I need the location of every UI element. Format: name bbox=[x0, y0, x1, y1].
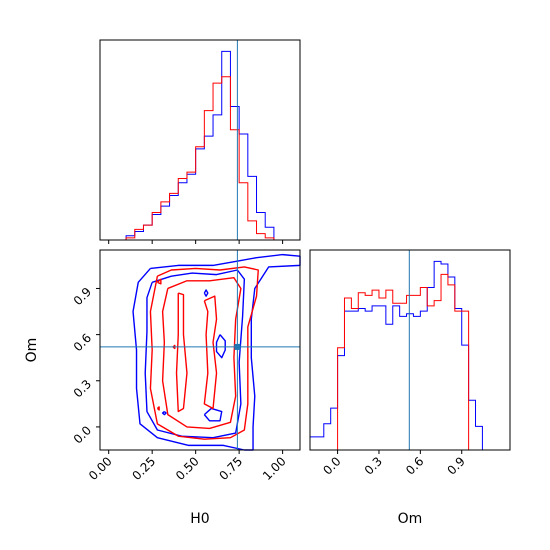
om-marginal-histogram: 0.0 0.3 0.6 0.9 bbox=[309, 250, 504, 478]
om-histogram-frame bbox=[309, 249, 511, 451]
contour-ytick-label-1: 0.3 bbox=[71, 377, 94, 400]
contour-series-0-level-1 bbox=[144, 269, 246, 439]
om-xtick-label-1: 0.3 bbox=[362, 454, 385, 477]
om-hist-series-1 bbox=[310, 273, 504, 451]
contour-xtick-label-2: 0.50 bbox=[173, 454, 202, 483]
contour-ytick-label-3: 0.9 bbox=[71, 285, 94, 308]
contour-series-1-level-3 bbox=[203, 295, 218, 410]
contour-ytick-label-2: 0.6 bbox=[71, 331, 94, 354]
h0-om-contour-panel: 0.00 0.25 0.50 0.75 1.00 0.0 0.3 0.6 0.9 bbox=[71, 250, 301, 483]
contour-series-0-level-4 bbox=[161, 411, 167, 416]
contour-series-0-level-0 bbox=[132, 253, 301, 451]
h0-hist-series-0 bbox=[108, 50, 283, 241]
om-xtick-label-2: 0.6 bbox=[403, 454, 426, 477]
contour-series-0-level-3 bbox=[203, 289, 209, 297]
h0-histogram-frame bbox=[99, 39, 301, 241]
contour-series-0-level-5 bbox=[203, 407, 223, 422]
contour-xtick-label-3: 0.75 bbox=[216, 454, 245, 483]
om-hist-series-0 bbox=[309, 260, 504, 451]
contour-series-1-level-0 bbox=[149, 266, 259, 440]
y-axis-label-om: Om bbox=[24, 338, 40, 363]
contour-xtick-label-4: 1.00 bbox=[260, 454, 289, 483]
contour-series-0-level-2 bbox=[215, 334, 226, 359]
contour-series-1-level-4 bbox=[156, 278, 162, 285]
om-xtick-label-3: 0.9 bbox=[444, 454, 467, 477]
h0-marginal-histogram bbox=[108, 40, 284, 244]
contour-series-1-level-2 bbox=[175, 292, 188, 413]
x-axis-label-h0: H0 bbox=[190, 511, 209, 527]
contour-xtick-label-0: 0.00 bbox=[86, 454, 115, 483]
contour-truth-marker bbox=[234, 343, 241, 350]
contour-frame bbox=[99, 249, 301, 451]
x-axis-label-om: Om bbox=[398, 511, 423, 527]
contour-ytick-label-0: 0.0 bbox=[71, 423, 94, 446]
contour-xtick-label-1: 0.25 bbox=[130, 454, 159, 483]
om-xtick-label-0: 0.0 bbox=[320, 454, 343, 477]
contour-series-1-level-6 bbox=[156, 406, 160, 411]
contour-series-1-level-1 bbox=[161, 276, 242, 430]
h0-hist-series-1 bbox=[108, 76, 283, 241]
